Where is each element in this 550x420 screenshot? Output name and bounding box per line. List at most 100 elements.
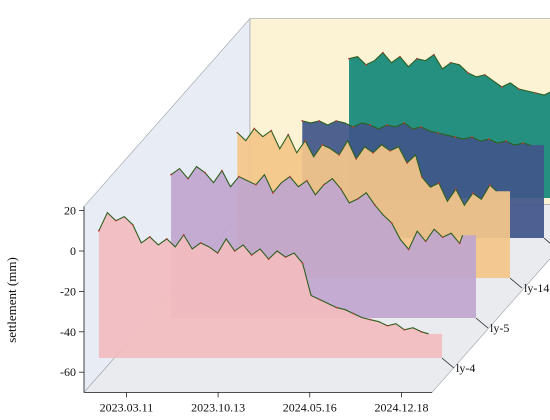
point-ly-18 xyxy=(534,92,537,94)
point-ly-4 xyxy=(386,324,389,327)
point-ly-14 xyxy=(372,151,375,154)
point-ly-5 xyxy=(305,179,308,182)
point-ly-14 xyxy=(304,139,307,142)
point-ly-4 xyxy=(403,328,406,331)
point-ly-4 xyxy=(267,258,270,260)
point-ly-4 xyxy=(318,298,321,301)
point-ly-5 xyxy=(170,173,172,176)
y-tick-label: 20 xyxy=(64,204,76,218)
point-ly-18 xyxy=(416,57,418,60)
point-ly-18 xyxy=(399,55,401,58)
point-ly-14 xyxy=(488,184,491,187)
leader-ly-5 xyxy=(475,317,489,329)
leader-ly-15 xyxy=(543,237,550,244)
area-ly-4 xyxy=(98,212,442,359)
point-ly-14 xyxy=(389,149,391,152)
point-ly-5 xyxy=(458,242,461,245)
point-ly-5 xyxy=(187,177,189,180)
point-ly-4 xyxy=(369,318,372,321)
point-ly-15 xyxy=(420,126,423,128)
point-ly-14 xyxy=(355,157,358,160)
point-ly-15 xyxy=(522,142,524,145)
point-ly-15 xyxy=(369,124,372,126)
point-ly-14 xyxy=(471,192,474,195)
point-ly-5 xyxy=(407,248,410,251)
point-ly-14 xyxy=(338,153,341,156)
point-ly-4 xyxy=(216,252,219,254)
point-ly-15 xyxy=(471,136,473,138)
point-ly-18 xyxy=(348,57,350,60)
y-tick-label: -40 xyxy=(60,325,76,339)
point-ly-4 xyxy=(182,233,185,236)
series-label-ly-5: ly-5 xyxy=(490,321,509,335)
point-ly-4 xyxy=(148,235,151,238)
point-ly-14 xyxy=(406,162,408,164)
point-ly-14 xyxy=(421,176,423,178)
point-ly-4 xyxy=(284,256,287,258)
series-label-ly-14: ly-14 xyxy=(524,281,549,295)
point-ly-18 xyxy=(517,88,520,90)
point-ly-15 xyxy=(437,132,439,134)
point-ly-15 xyxy=(352,126,355,128)
x-tick-label: 2024.12.18 xyxy=(374,400,428,414)
line-ly-18 xyxy=(348,51,550,96)
point-ly-5 xyxy=(339,187,342,190)
x-tick-label: 2024.05.16 xyxy=(283,400,337,414)
point-ly-18 xyxy=(466,71,469,74)
point-ly-5 xyxy=(390,222,393,225)
point-ly-4 xyxy=(114,219,117,222)
x-tick-label: 2023.03.11 xyxy=(100,400,154,414)
point-ly-4 xyxy=(352,312,355,315)
point-ly-5 xyxy=(356,197,359,200)
point-ly-15 xyxy=(505,140,507,142)
point-ly-5 xyxy=(424,240,427,243)
point-ly-14 xyxy=(270,129,273,132)
y-tick-label: -60 xyxy=(60,365,76,379)
point-ly-18 xyxy=(500,86,503,88)
point-ly-5 xyxy=(255,183,257,186)
point-ly-15 xyxy=(335,120,338,122)
point-ly-4 xyxy=(199,242,202,244)
point-ly-4 xyxy=(250,254,253,256)
point-ly-4 xyxy=(131,223,134,226)
point-ly-15 xyxy=(403,122,406,124)
point-ly-18 xyxy=(382,51,384,54)
point-ly-5 xyxy=(288,175,291,178)
series-ly-4 xyxy=(97,211,442,359)
point-ly-18 xyxy=(365,63,367,66)
line-ly-14 xyxy=(236,127,497,207)
line-ly-5 xyxy=(170,165,464,251)
point-ly-14 xyxy=(287,133,290,136)
point-ly-4 xyxy=(420,330,423,333)
point-ly-14 xyxy=(321,143,324,146)
line-ly-15 xyxy=(302,120,531,146)
x-tick-label: 2023.10.13 xyxy=(191,400,245,414)
leader-ly-14 xyxy=(509,277,523,289)
point-ly-5 xyxy=(204,171,206,174)
leader-ly-4 xyxy=(441,357,455,369)
point-ly-15 xyxy=(301,120,304,122)
series-label-ly-4: ly-4 xyxy=(456,361,475,375)
point-ly-4 xyxy=(233,250,236,252)
point-ly-5 xyxy=(272,191,274,194)
y-tick-label: -20 xyxy=(60,284,76,298)
y-axis-label: settlement (mm) xyxy=(4,257,19,343)
point-ly-14 xyxy=(253,127,256,130)
point-ly-5 xyxy=(441,236,444,239)
point-ly-15 xyxy=(386,124,389,126)
point-ly-15 xyxy=(318,120,321,122)
point-ly-15 xyxy=(454,136,456,138)
point-ly-4 xyxy=(301,262,304,265)
point-ly-18 xyxy=(483,73,486,76)
point-ly-4 xyxy=(335,306,338,309)
point-ly-5 xyxy=(322,183,325,186)
point-ly-18 xyxy=(449,61,452,64)
point-ly-18 xyxy=(432,53,435,56)
point-ly-5 xyxy=(373,204,376,206)
line-ly-4 xyxy=(98,211,429,335)
point-ly-14 xyxy=(437,182,440,185)
point-ly-4 xyxy=(97,229,100,232)
y-tick-label: 0 xyxy=(70,244,76,258)
